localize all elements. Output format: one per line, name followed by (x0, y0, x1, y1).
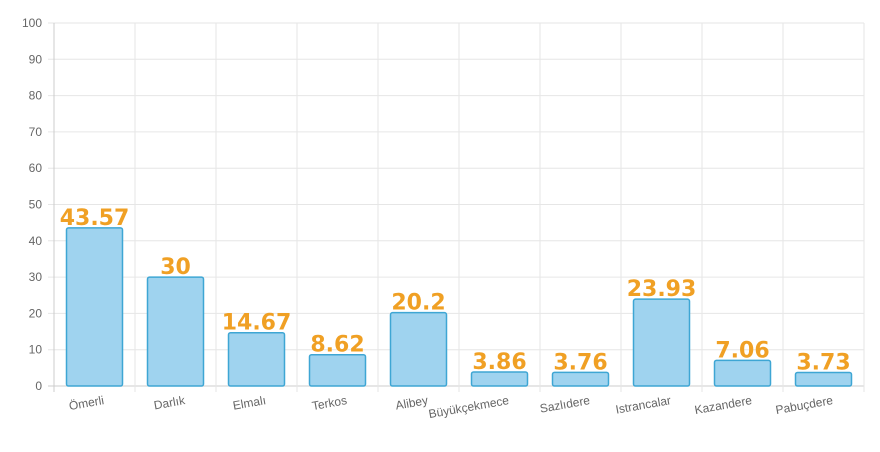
data-label-4: 20.2 (391, 291, 445, 316)
x-category-label-0: Ömerli (68, 393, 105, 413)
bar-7[interactable] (632, 298, 691, 387)
bar-8[interactable] (713, 359, 772, 387)
bar-1[interactable] (146, 276, 205, 387)
y-tick-label-6: 60 (29, 161, 43, 175)
x-category-label-9: Pabuçdere (774, 393, 834, 417)
x-category-label-8: Kazandere (693, 393, 753, 417)
data-label-3: 8.62 (310, 333, 364, 358)
x-category-label-2: Elmalı (232, 393, 267, 413)
bar-9[interactable] (794, 371, 853, 387)
data-label-7: 23.93 (627, 277, 697, 302)
y-tick-label-8: 80 (29, 89, 43, 103)
data-label-6: 3.76 (553, 350, 607, 375)
x-category-label-3: Terkos (311, 393, 348, 413)
data-label-9: 3.73 (796, 350, 850, 375)
x-category-label-6: Sazlıdere (539, 393, 592, 416)
y-tick-label-2: 20 (29, 306, 43, 320)
x-category-label-5: Büyükçekmece (427, 393, 510, 421)
bar-4[interactable] (389, 311, 448, 387)
y-axis-ticks: 0 10 20 30 40 50 60 70 80 90 100 (22, 16, 42, 393)
bar-0[interactable] (65, 227, 124, 387)
data-label-0: 43.57 (60, 206, 130, 231)
bar-6[interactable] (551, 371, 610, 387)
x-category-label-1: Darlık (153, 393, 187, 412)
y-tick-label-7: 70 (29, 125, 43, 139)
bar-5[interactable] (470, 371, 529, 387)
bar-2[interactable] (227, 331, 286, 387)
y-tick-label-9: 90 (29, 52, 43, 66)
x-category-label-4: Alibey (394, 393, 429, 412)
data-label-5: 3.86 (472, 350, 526, 375)
y-tick-label-10: 100 (22, 16, 42, 30)
y-tick-label-5: 50 (29, 198, 43, 212)
y-tick-label-3: 30 (29, 270, 43, 284)
bars (65, 227, 853, 387)
y-tick-label-1: 10 (29, 343, 43, 357)
y-tick-label-0: 0 (35, 379, 42, 393)
data-label-1: 30 (160, 255, 191, 280)
x-axis-categories: Ömerli Darlık Elmalı Terkos AlibeyBüyükçekme… (68, 393, 835, 421)
data-labels: 43.57 30 14.67 8.62 20.2 3.86 3.76 23.93 7.06 3.7… (60, 206, 851, 376)
x-category-label-7: Istrancalar (614, 393, 672, 417)
y-tick-label-4: 40 (29, 234, 43, 248)
grid-lines (48, 22, 865, 392)
data-label-8: 7.06 (715, 338, 769, 363)
bar-3[interactable] (308, 353, 367, 387)
data-label-2: 14.67 (222, 311, 292, 336)
